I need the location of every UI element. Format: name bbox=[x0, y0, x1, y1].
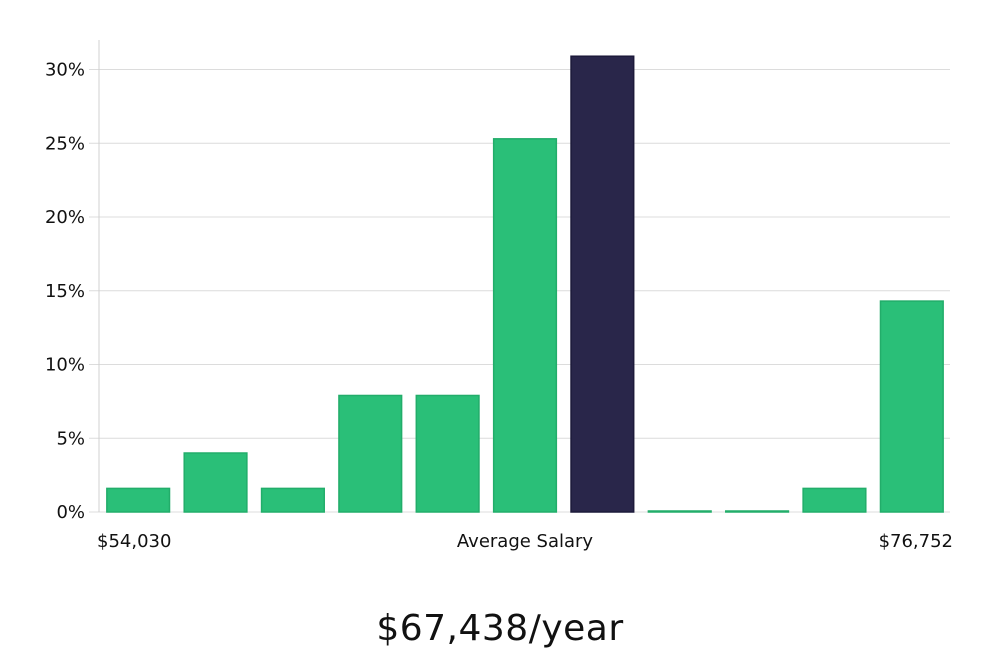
y-tick-label: 5% bbox=[56, 428, 85, 449]
bar bbox=[492, 138, 558, 513]
bar bbox=[415, 394, 480, 513]
bar bbox=[260, 487, 325, 513]
x-label-min: $54,030 bbox=[97, 531, 171, 552]
y-tick-label: 20% bbox=[45, 207, 85, 228]
bar bbox=[338, 394, 403, 513]
bar bbox=[802, 487, 867, 513]
salary-histogram: 0% 5% 10% 15% 20% 25% 30% $54,030 Average Sala… bbox=[45, 40, 953, 552]
y-tick-label: 0% bbox=[56, 502, 85, 523]
x-label-average: Average Salary bbox=[457, 531, 594, 552]
bar bbox=[183, 452, 248, 513]
y-tick-label: 30% bbox=[45, 60, 85, 81]
y-tick-label: 25% bbox=[45, 133, 85, 154]
bar-average-salary bbox=[570, 55, 635, 513]
y-axis-ticks: 0% 5% 10% 15% 20% 25% 30% bbox=[45, 60, 85, 524]
y-tick-label: 15% bbox=[45, 281, 85, 302]
y-tick-label: 10% bbox=[45, 355, 85, 376]
bar bbox=[106, 487, 171, 513]
bar bbox=[879, 300, 944, 513]
average-salary-value: $67,438/year bbox=[376, 608, 624, 649]
bars bbox=[106, 55, 944, 513]
chart-canvas: 0% 5% 10% 15% 20% 25% 30% $54,030 Average Sala… bbox=[45, 40, 953, 552]
bar bbox=[647, 510, 712, 513]
bar bbox=[725, 510, 790, 513]
x-label-max: $76,752 bbox=[879, 531, 953, 552]
